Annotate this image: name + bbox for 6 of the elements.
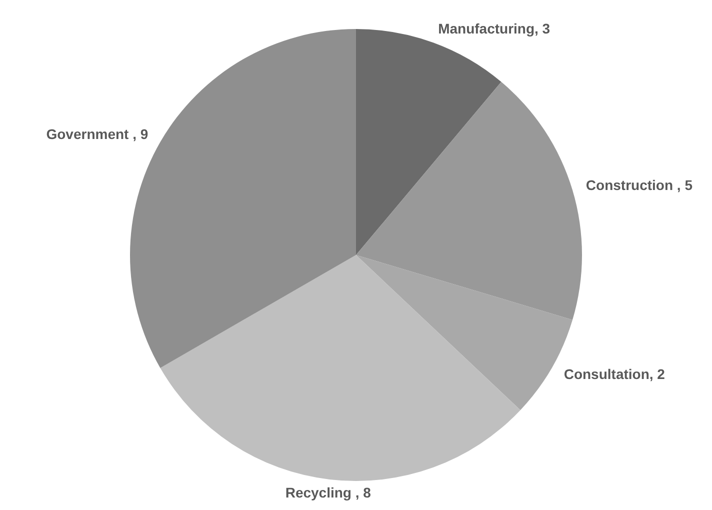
pie-slice	[160, 255, 520, 481]
slice-label: Manufacturing, 3	[438, 20, 550, 36]
slice-label: Government , 9	[46, 126, 148, 142]
slice-label: Recycling , 8	[285, 484, 372, 500]
slice-label: Construction , 5	[586, 177, 693, 194]
slice-label: Consultation, 2	[564, 366, 666, 382]
